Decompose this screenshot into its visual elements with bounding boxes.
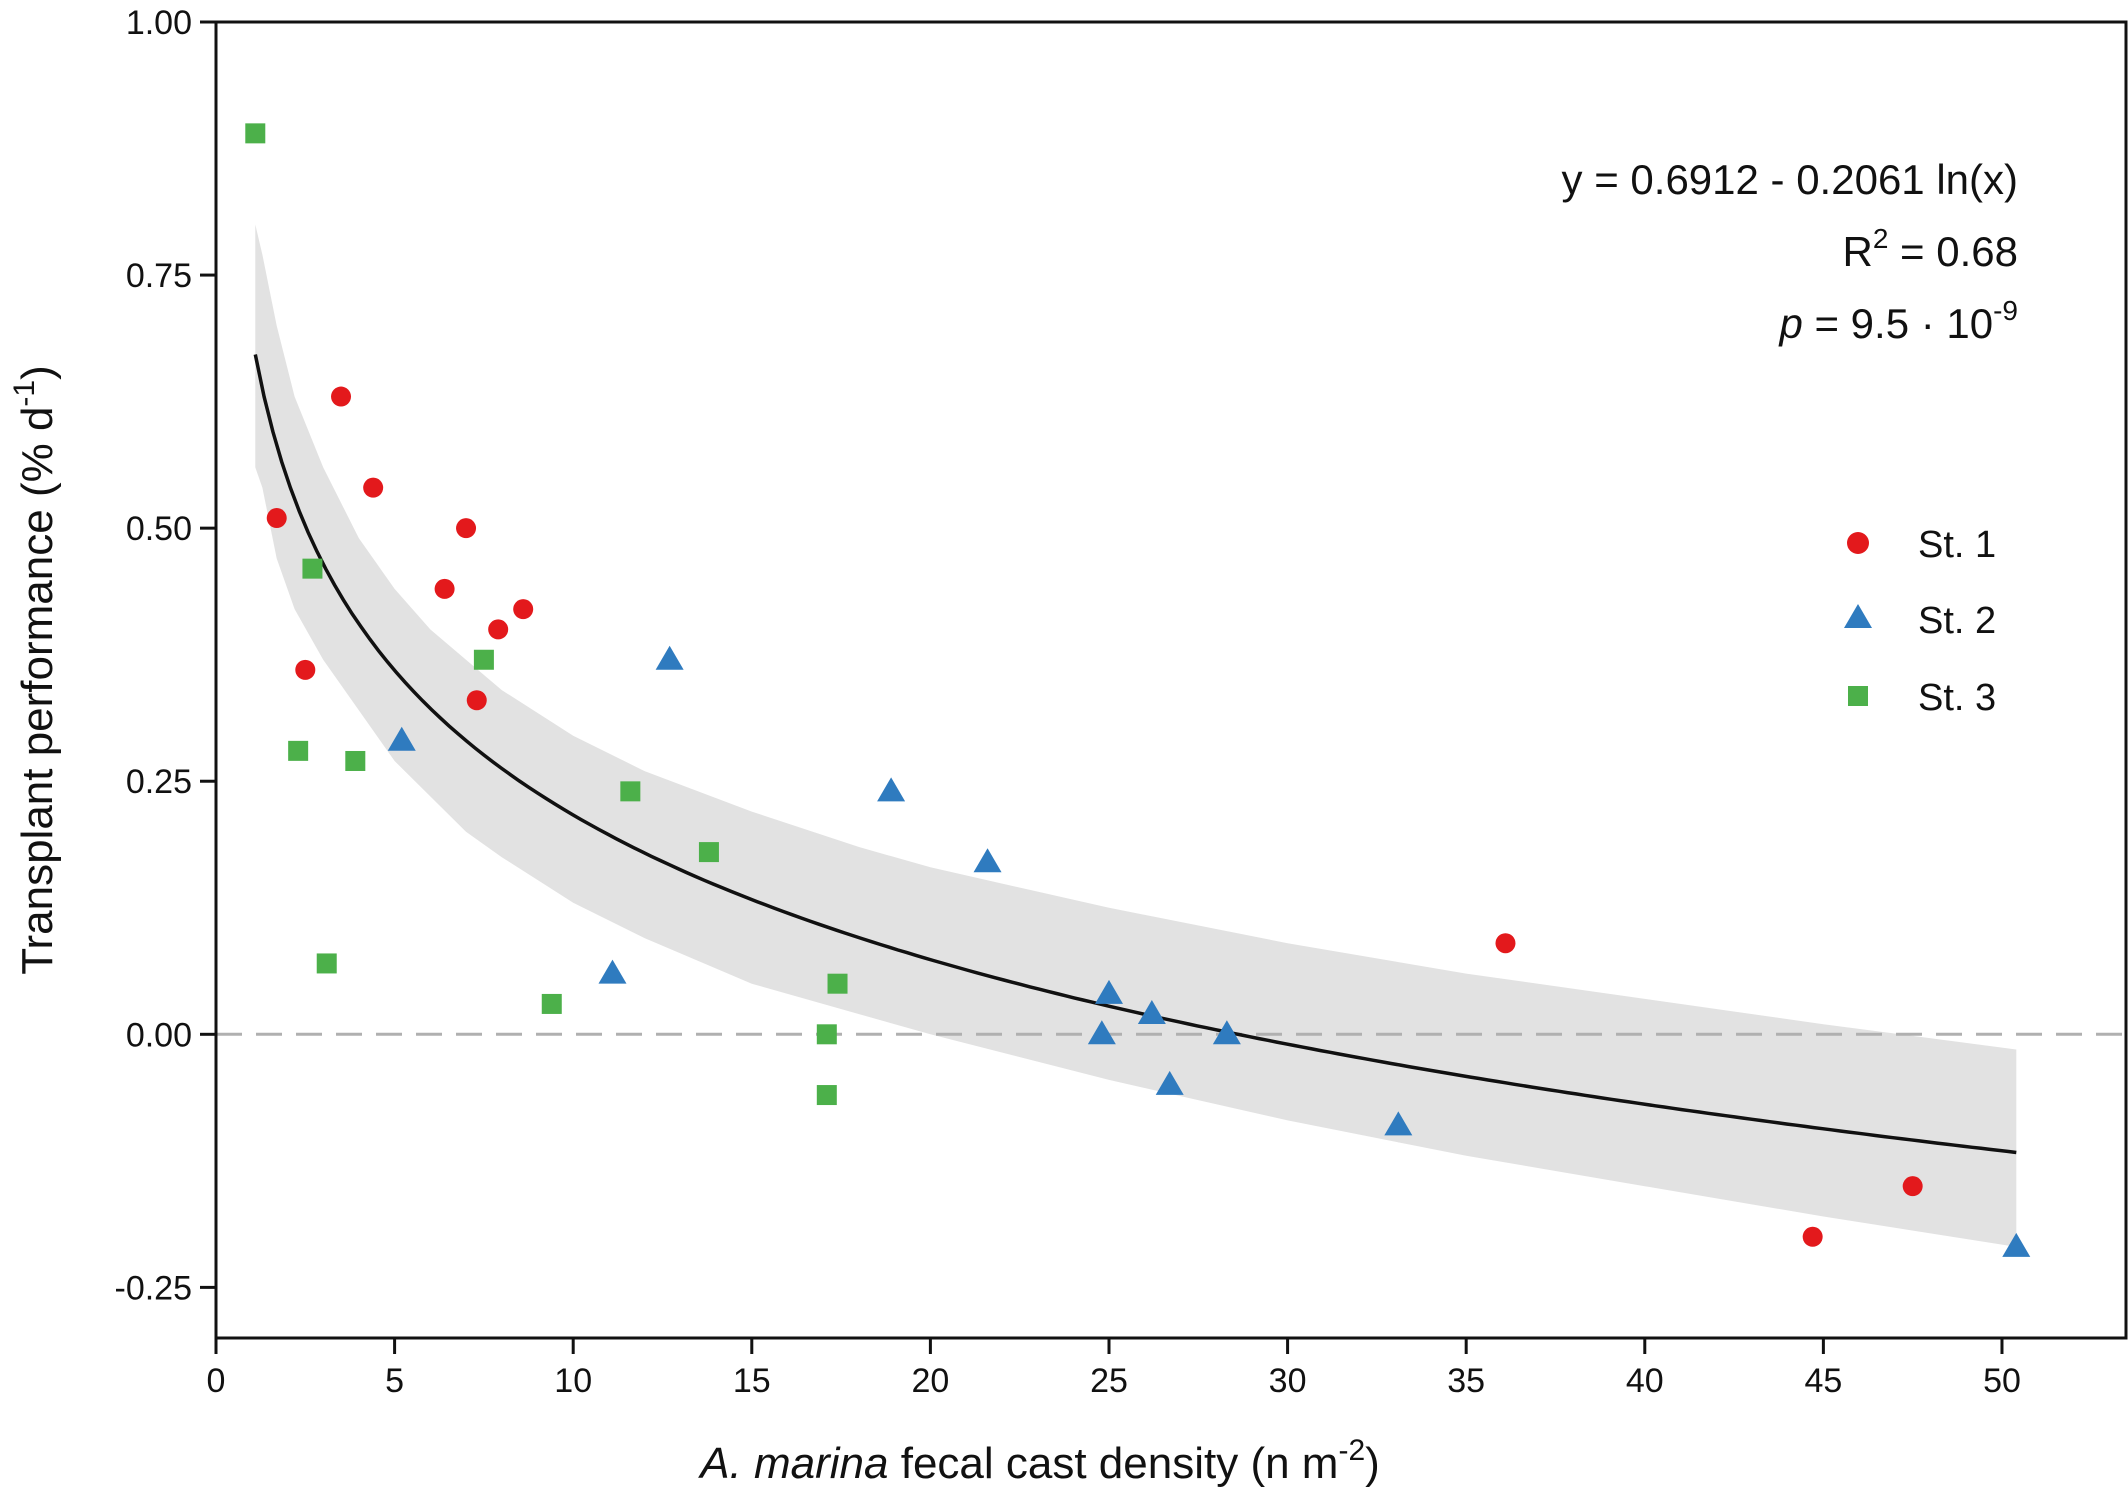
x-tick-label-30: 30 <box>1269 1362 1307 1400</box>
r-squared-text: R2 = 0.68 <box>1842 223 2018 275</box>
x-tick-label-40: 40 <box>1626 1362 1664 1400</box>
y-tick-label-5: 1.00 <box>126 4 192 42</box>
point-st2-6 <box>1087 1020 1116 1045</box>
point-st3-6 <box>473 649 494 670</box>
fit-line-layer <box>253 354 2017 1155</box>
point-st2-11 <box>1384 1111 1413 1136</box>
y-tick-label-3: 0.50 <box>126 510 192 548</box>
point-st2-1 <box>387 726 416 751</box>
x-tick-label-45: 45 <box>1804 1362 1842 1400</box>
legend-label-st1: St. 1 <box>1918 524 1996 566</box>
legend: St. 1 St. 2 St. 3 <box>1844 524 1996 719</box>
y-tick-label-4: 0.75 <box>126 257 192 295</box>
confidence-band-layer <box>255 224 2017 1247</box>
x-axis-title: A. marina fecal cast density (n m-2) <box>697 1434 1380 1488</box>
point-st3-5 <box>345 750 366 771</box>
x-tick-label-5: 5 <box>385 1362 404 1400</box>
point-st1-11 <box>1802 1226 1823 1247</box>
p-value-text: p = 9.5 · 10-9 <box>1777 295 2018 347</box>
point-st1-12 <box>1902 1176 1923 1197</box>
y-tick-label-0: -0.25 <box>115 1269 193 1307</box>
point-st1-8 <box>488 619 509 640</box>
equation-text: y = 0.6912 - 0.2061 ln(x) <box>1562 156 2018 203</box>
legend-marker-st2 <box>1844 604 1872 628</box>
plot-frame <box>214 20 2128 1340</box>
point-st3-7 <box>541 993 562 1014</box>
x-tick-label-50: 50 <box>1983 1362 2021 1400</box>
y-tick-label-1: 0.00 <box>126 1016 192 1054</box>
point-st2-2 <box>598 959 627 984</box>
point-st1-5 <box>434 578 455 599</box>
legend-marker-st3 <box>1848 686 1868 706</box>
point-st3-9 <box>698 842 719 863</box>
point-st3-12 <box>827 973 848 994</box>
confidence-band <box>255 224 2017 1247</box>
axis-layer: 0 5 10 15 20 25 30 35 40 45 50 -0.25 0.00 0.25 0.50 0.7… <box>115 4 2021 1400</box>
fit-annotation: y = 0.6912 - 0.2061 ln(x) R2 = 0.68 p = … <box>1562 156 2018 347</box>
point-st3-3 <box>302 558 323 579</box>
point-st1-1 <box>266 508 287 529</box>
data-points-layer <box>245 123 2031 1257</box>
x-tick-label-10: 10 <box>554 1362 592 1400</box>
fit-curve <box>253 354 2017 1155</box>
point-st3-10 <box>816 1024 837 1045</box>
point-st2-4 <box>877 777 906 802</box>
point-st2-5 <box>973 848 1002 873</box>
point-st2-10 <box>1212 1020 1241 1045</box>
x-tick-label-15: 15 <box>733 1362 771 1400</box>
point-st1-7 <box>466 690 487 711</box>
point-st1-3 <box>331 386 352 407</box>
legend-label-st2: St. 2 <box>1918 600 1996 642</box>
point-st3-4 <box>316 953 337 974</box>
point-st1-4 <box>363 477 384 498</box>
point-st3-1 <box>245 123 266 144</box>
point-st1-6 <box>456 518 477 539</box>
legend-label-st3: St. 3 <box>1918 677 1996 719</box>
x-tick-label-0: 0 <box>207 1362 226 1400</box>
point-st1-2 <box>295 659 316 680</box>
y-axis-title: Transplant performance (% d-1) <box>8 365 62 975</box>
point-st2-7 <box>1094 979 1123 1004</box>
x-tick-label-20: 20 <box>911 1362 949 1400</box>
point-st1-10 <box>1495 933 1516 954</box>
point-st3-2 <box>288 740 309 761</box>
point-st3-8 <box>620 781 641 802</box>
point-st2-8 <box>1137 1000 1166 1025</box>
point-st1-9 <box>513 599 534 620</box>
x-tick-label-35: 35 <box>1447 1362 1485 1400</box>
point-st3-11 <box>816 1085 837 1106</box>
y-tick-label-2: 0.25 <box>126 763 192 801</box>
x-tick-label-25: 25 <box>1090 1362 1128 1400</box>
point-st2-9 <box>1155 1070 1184 1095</box>
legend-marker-st1 <box>1847 532 1869 554</box>
point-st2-12 <box>2002 1232 2031 1257</box>
point-st2-3 <box>655 645 684 670</box>
